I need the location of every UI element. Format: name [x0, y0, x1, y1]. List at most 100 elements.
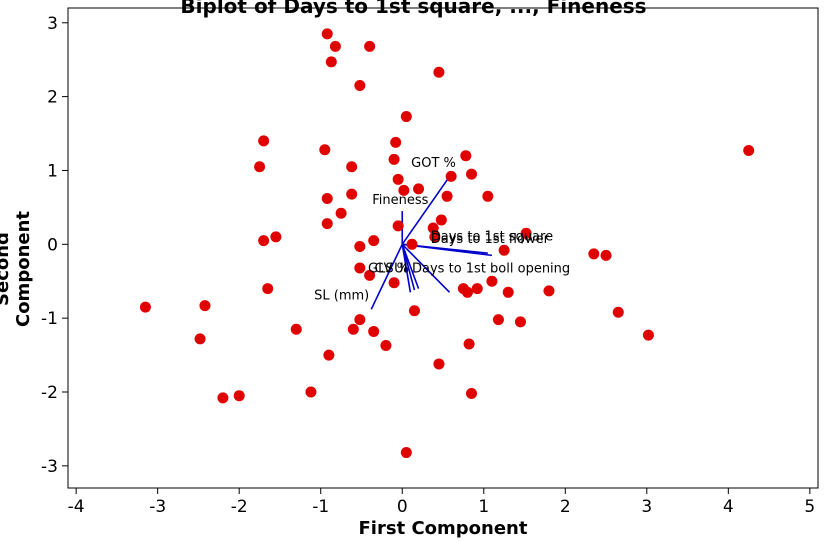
vector-label: CV %: [375, 261, 409, 276]
data-point: [254, 161, 266, 173]
loading-vector: [401, 244, 420, 289]
data-point: [543, 285, 555, 297]
data-point: [262, 283, 274, 295]
data-point: [329, 40, 341, 52]
data-point: [290, 323, 302, 335]
vector-label: Days to 1st boll opening: [412, 261, 570, 276]
x-tick-label: -4: [68, 497, 85, 517]
data-point: [347, 323, 359, 335]
data-point: [392, 173, 404, 185]
x-tick-label: 5: [804, 497, 815, 517]
data-point: [346, 188, 358, 200]
y-axis-label: Second Component: [0, 210, 34, 328]
data-point: [139, 301, 151, 313]
data-point: [398, 184, 410, 196]
data-point: [305, 386, 317, 398]
data-point: [388, 153, 400, 165]
y-tick-label: 2: [47, 88, 58, 108]
x-tick-label: 2: [560, 497, 571, 517]
data-point: [408, 305, 420, 317]
vector-label: Days to 1st flower: [431, 232, 550, 247]
data-point: [368, 235, 380, 247]
x-axis-label: First Component: [358, 518, 528, 539]
data-point: [441, 190, 453, 202]
data-point: [392, 220, 404, 232]
data-point: [612, 306, 624, 318]
plot-area-frame: [67, 7, 819, 489]
data-point: [390, 136, 402, 148]
data-point: [406, 238, 418, 250]
data-point: [463, 338, 475, 350]
data-point: [233, 390, 245, 402]
data-point: [429, 231, 441, 243]
axis-ticks: -4 -3 -2 -1 0 1 2 3 4 5 -3 -2 -1 0 1 2 3: [41, 14, 815, 517]
vector-label: GOT %: [411, 156, 456, 171]
vector-label: Days to 1st square: [431, 230, 553, 245]
data-point: [321, 218, 333, 230]
x-tick-label: -2: [231, 497, 248, 517]
y-tick-label: 3: [47, 14, 58, 34]
data-point: [364, 269, 376, 281]
y-tick-label: 0: [47, 235, 58, 255]
chart-title: Biplot of Days to 1st square, ..., Finen…: [180, 0, 647, 18]
data-point: [471, 283, 483, 295]
vector-label: Fineness: [372, 193, 428, 208]
data-point: [321, 193, 333, 205]
loading-vector: [370, 243, 403, 310]
data-point: [217, 392, 229, 404]
data-point: [600, 249, 612, 261]
data-point: [270, 231, 282, 243]
data-point: [368, 325, 380, 337]
data-point: [346, 161, 358, 173]
data-point: [466, 168, 478, 180]
data-point: [445, 170, 457, 182]
score-points: [139, 28, 755, 459]
loading-vector: [401, 173, 452, 245]
data-point: [520, 227, 532, 239]
data-point: [466, 387, 478, 399]
data-point: [492, 314, 504, 326]
data-point: [461, 286, 473, 298]
vector-label: SL (mm): [314, 288, 369, 303]
x-tick-label: 4: [723, 497, 734, 517]
data-point: [502, 286, 514, 298]
y-tick-label: -3: [41, 457, 58, 477]
data-point: [258, 235, 270, 247]
data-point: [380, 339, 392, 351]
data-point: [588, 248, 600, 260]
x-tick-label: 3: [641, 497, 652, 517]
data-point: [194, 333, 206, 345]
data-point: [486, 275, 498, 287]
x-tick-label: -1: [312, 497, 329, 517]
vector-label: GLS: [368, 261, 394, 276]
x-tick-label: 0: [397, 497, 408, 517]
data-point: [482, 190, 494, 202]
data-point: [413, 183, 425, 195]
data-point: [642, 329, 654, 341]
data-point: [400, 447, 412, 459]
data-point: [321, 28, 333, 40]
vector-label: UI: [394, 261, 407, 276]
data-point: [325, 56, 337, 68]
y-tick-label: -2: [41, 383, 58, 403]
x-tick-label: 1: [478, 497, 489, 517]
data-point: [498, 244, 510, 256]
data-point: [743, 145, 755, 157]
data-point: [319, 144, 331, 156]
data-point: [199, 300, 211, 312]
loading-vector: [401, 244, 412, 293]
data-point: [514, 316, 526, 328]
data-point: [400, 111, 412, 123]
data-point: [354, 80, 366, 92]
data-point: [433, 66, 445, 78]
y-tick-label: -1: [41, 309, 58, 329]
loading-vector: [401, 243, 451, 293]
x-tick-label: -3: [149, 497, 166, 517]
data-point: [354, 314, 366, 326]
data-point: [433, 358, 445, 370]
data-point: [354, 241, 366, 253]
data-point: [323, 349, 335, 361]
data-point: [335, 207, 347, 219]
data-point: [427, 222, 439, 234]
